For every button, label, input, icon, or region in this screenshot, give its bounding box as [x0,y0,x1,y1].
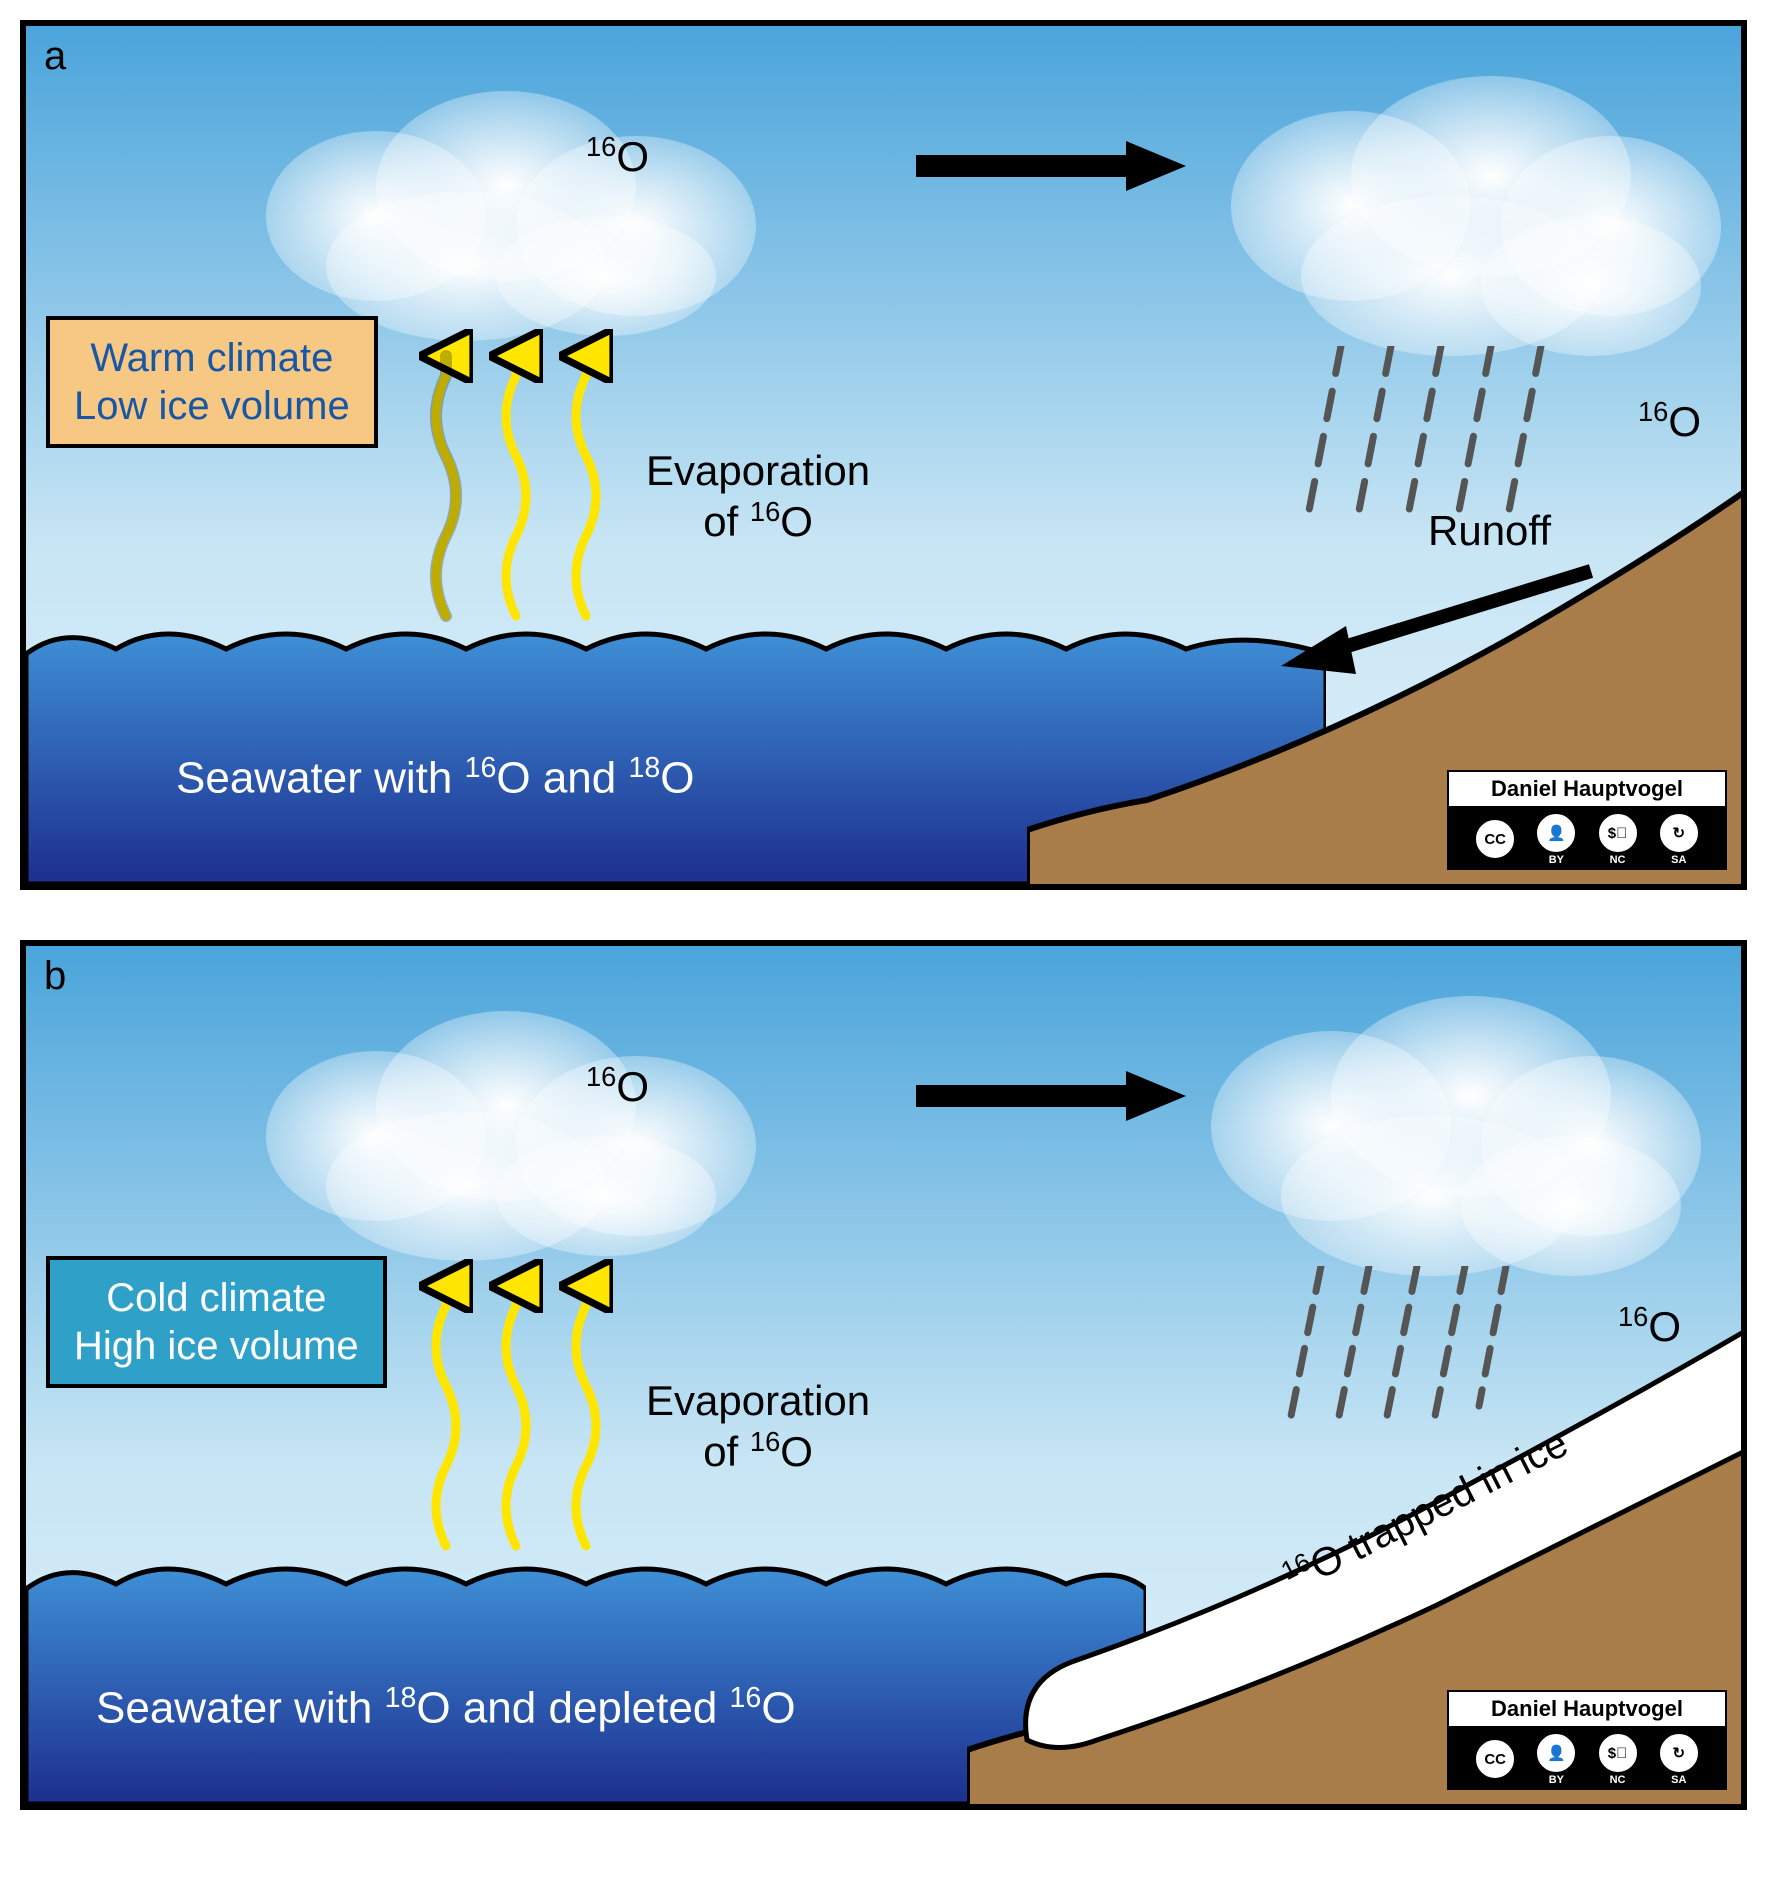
panel-b: b [20,940,1747,1810]
evap-arrows-b [416,1256,616,1556]
cc-badge-b: Daniel Hauptvogel CC 👤BY $⃠NC ↻SA [1447,1690,1727,1790]
cloud-left-b [266,1006,786,1266]
transport-arrow-b [906,1066,1186,1126]
cc-by-icon-b: 👤BY [1537,1734,1575,1786]
figure-container: a [20,20,1747,1810]
cc-sa-icon-b: ↻SA [1660,1734,1698,1786]
runoff-label-a: Runoff [1428,506,1551,556]
panel-a: a [20,20,1747,890]
cloud-isotope-a: 16O [586,131,649,182]
evap-arrows-a [416,326,616,626]
cloud-right-a [1231,76,1731,376]
cc-cc-icon: CC [1476,820,1514,860]
seawater-label-b: Seawater with 18O and depleted 16O [96,1682,796,1734]
cc-badge-a: Daniel Hauptvogel CC 👤BY $⃠NC ↻SA [1447,770,1727,870]
panel-a-letter: a [44,34,66,79]
cc-by-icon: 👤BY [1537,814,1575,866]
author-a: Daniel Hauptvogel [1449,772,1725,808]
panel-b-letter: b [44,954,66,999]
evap-label-b-l1: Evaporation [646,1377,870,1424]
climate-box-b-line1: Cold climate [74,1274,359,1322]
evap-label-b: Evaporation of 16O [646,1376,870,1478]
transport-arrow-a [906,136,1186,196]
climate-box-a-line2: Low ice volume [74,382,350,430]
climate-box-b: Cold climate High ice volume [46,1256,387,1388]
evap-label-a-l1: Evaporation [646,447,870,494]
author-b: Daniel Hauptvogel [1449,1692,1725,1728]
rain-b [1281,1266,1511,1436]
seawater-label-a: Seawater with 16O and 18O [176,752,695,804]
climate-box-a-line1: Warm climate [74,334,350,382]
climate-box-b-line2: High ice volume [74,1322,359,1370]
cc-icons-a: CC 👤BY $⃠NC ↻SA [1449,808,1725,868]
cc-sa-icon: ↻SA [1660,814,1698,866]
cloud-right-b [1211,996,1711,1296]
cc-nc-icon: $⃠NC [1599,814,1637,866]
cc-cc-icon-b: CC [1476,1740,1514,1780]
cloud-isotope-b: 16O [586,1061,649,1112]
right-isotope-b: 16O [1618,1301,1681,1352]
cloud-left-a [266,86,786,346]
right-isotope-a: 16O [1638,396,1701,447]
runoff-arrow-a [1271,556,1611,676]
cc-nc-icon-b: $⃠NC [1599,1734,1637,1786]
climate-box-a: Warm climate Low ice volume [46,316,378,448]
evap-label-a: Evaporation of 16O [646,446,870,548]
cc-icons-b: CC 👤BY $⃠NC ↻SA [1449,1728,1725,1788]
